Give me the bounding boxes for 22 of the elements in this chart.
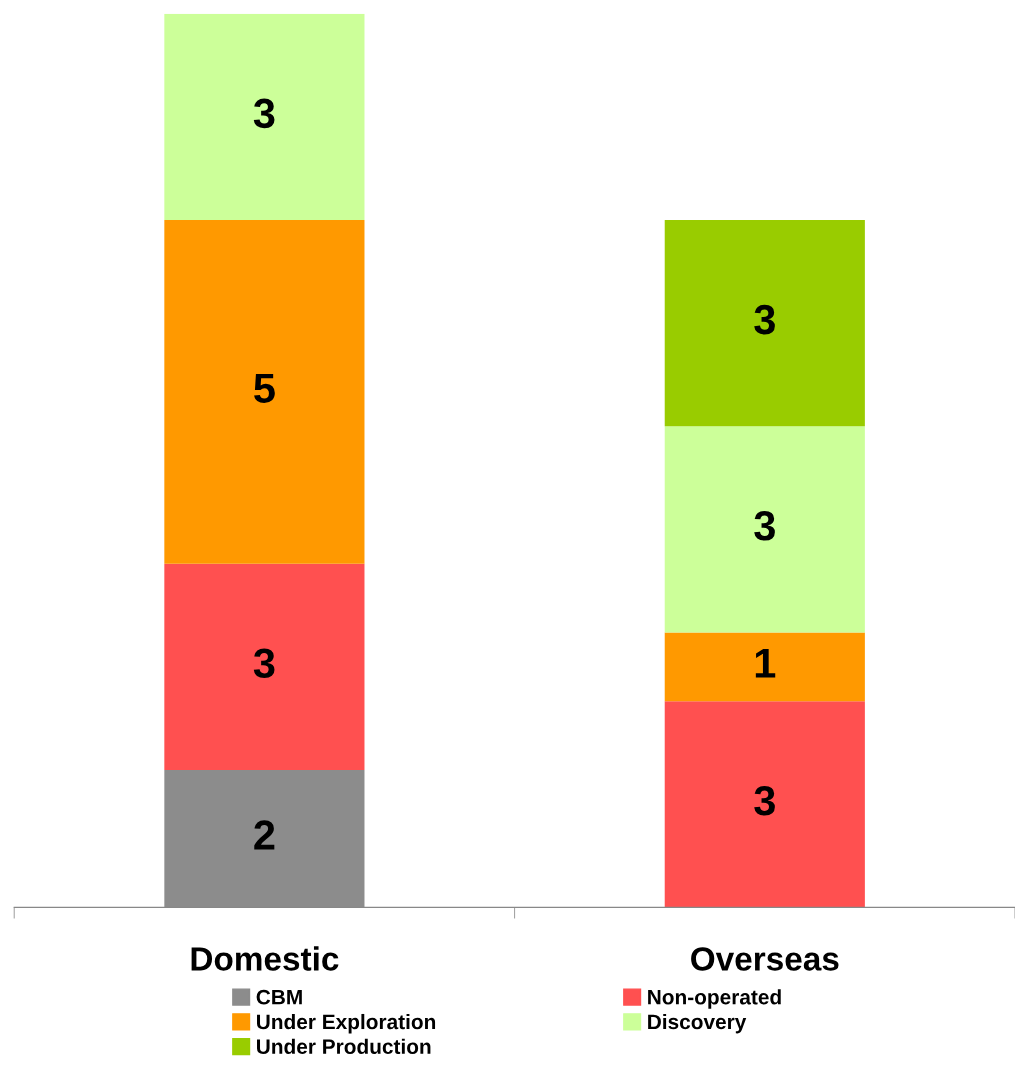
- bar: [164, 13, 365, 221]
- legend-label: Discovery: [648, 1013, 747, 1034]
- bar: [164, 220, 365, 564]
- bar: [664, 426, 865, 633]
- data-label: 1: [755, 648, 776, 678]
- data-label: 5: [254, 373, 275, 404]
- data-label: 3: [754, 511, 775, 541]
- bar: [664, 632, 865, 702]
- data-label: 3: [253, 648, 275, 679]
- legend-label: Under Exploration: [257, 1013, 436, 1034]
- bar: [664, 701, 865, 908]
- legend-label: Under Production: [257, 1038, 431, 1054]
- x-tick-label: Overseas: [691, 947, 839, 971]
- data-label: 3: [754, 785, 775, 816]
- x-tick-label: Domestic: [191, 946, 339, 971]
- legend-label: CBM: [256, 989, 302, 1005]
- data-label: 2: [254, 820, 275, 850]
- data-label: 3: [754, 304, 775, 335]
- data-label: 3: [253, 98, 275, 129]
- bar: [164, 563, 365, 770]
- bar: [664, 220, 865, 427]
- legend-label: Non-operated: [648, 989, 781, 1009]
